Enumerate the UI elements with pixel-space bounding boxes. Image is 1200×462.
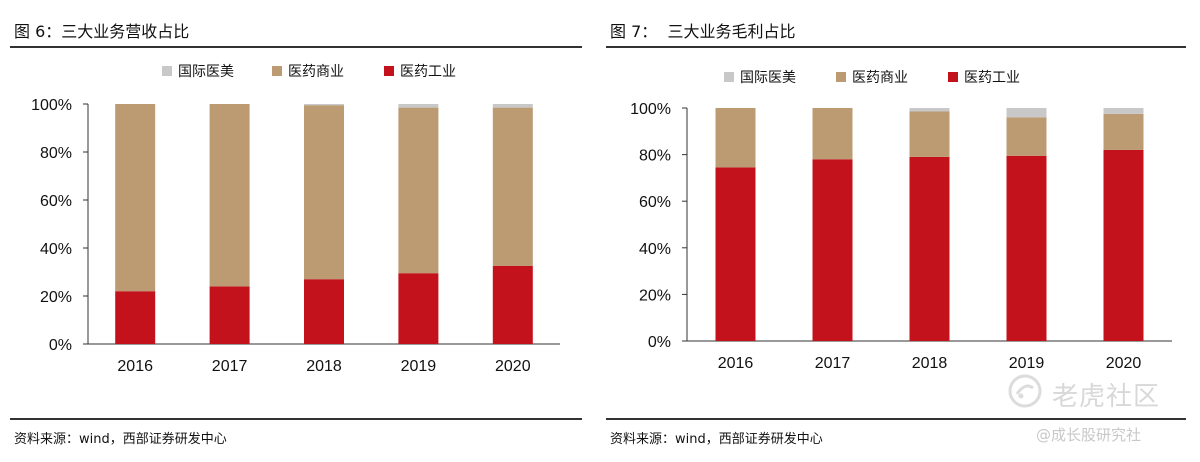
x-tick-label: 2020 [495, 358, 531, 375]
bar-segment-2020 [1103, 113, 1144, 150]
bar-segment-2017 [209, 104, 250, 287]
legend-swatch [948, 72, 958, 82]
x-tick-label: 2016 [117, 358, 153, 375]
y-tick-label: 20% [639, 287, 671, 304]
x-tick-label: 2020 [1106, 355, 1142, 372]
x-tick-label: 2017 [212, 358, 248, 375]
x-tick-label: 2017 [815, 355, 851, 372]
figure-title: 图 7： 三大业务毛利占比 [610, 22, 796, 41]
y-tick-label: 60% [40, 193, 72, 210]
source-note: 资料来源：wind，西部证券研发中心 [14, 432, 227, 447]
y-tick-label: 100% [630, 101, 671, 118]
legend-label: 医药工业 [400, 64, 456, 80]
bottom-rule [606, 418, 1186, 420]
x-tick-label: 2018 [912, 355, 948, 372]
bar-segment-2016 [715, 167, 756, 341]
bar-segment-2019 [1006, 108, 1047, 118]
top-rule [606, 46, 1186, 48]
gross-profit-share-chart: 0% 20% 40% 60% 80% 100% 2016 2017 2018 2019 2020 国际… [630, 70, 1172, 372]
bar-segment-2018 [304, 279, 344, 344]
revenue-share-chart: 0% 20% 40% 60% 80% 100% 2016 2017 2018 2019 2020 国际… [31, 64, 560, 375]
bar-segment-2016 [115, 291, 156, 344]
legend-label: 医药工业 [964, 70, 1020, 86]
source-note: 资料来源：wind，西部证券研发中心 [610, 432, 823, 447]
tiger-logo-icon [1008, 374, 1042, 408]
watermark: 老虎社区 [1008, 374, 1188, 412]
legend-label: 国际医美 [740, 70, 796, 86]
y-tick-label: 20% [40, 289, 72, 306]
legend-label: 医药商业 [288, 64, 344, 80]
y-tick-label: 40% [639, 241, 671, 258]
y-tick-label: 100% [31, 97, 72, 114]
y-tick-label: 0% [648, 334, 671, 351]
legend-label: 医药商业 [852, 70, 908, 86]
bar-segment-2017 [812, 108, 853, 160]
bar-segment-2017 [209, 286, 250, 344]
bar-segment-2016 [715, 108, 756, 168]
bar-segment-2019 [398, 104, 439, 108]
bar-segment-2018 [909, 156, 950, 341]
top-rule [10, 46, 582, 48]
bar-segment-2019 [1006, 155, 1047, 341]
bar-segment-2020 [492, 266, 533, 344]
y-tick-label: 40% [40, 241, 72, 258]
legend-swatch [162, 66, 172, 76]
bar-segment-2020 [492, 107, 533, 266]
bar-segment-2016 [115, 104, 156, 292]
bar-segment-2018 [304, 105, 344, 280]
watermark-text: 老虎社区 [1052, 382, 1161, 412]
bar-segment-2019 [398, 273, 439, 344]
x-tick-label: 2016 [718, 355, 754, 372]
legend-swatch [272, 66, 282, 76]
y-tick-label: 0% [49, 337, 72, 354]
bottom-rule [10, 418, 582, 420]
bar-segment-2019 [398, 107, 439, 274]
legend-swatch [724, 72, 734, 82]
revenue-share-panel: 图 6：三大业务营收占比 0% 20% 40% 60% 80% 100% 2016 2017 2… [0, 0, 590, 462]
legend-label: 国际医美 [178, 64, 234, 80]
figure-title: 图 6：三大业务营收占比 [14, 22, 190, 41]
bar-segment-2017 [812, 159, 853, 341]
gross-profit-share-panel: 图 7： 三大业务毛利占比 0% 20% 40% 60% 80% 100% 2016 2017… [600, 0, 1200, 462]
y-tick-label: 60% [639, 194, 671, 211]
legend-swatch [836, 72, 846, 82]
bar-segment-2020 [1103, 149, 1144, 341]
x-tick-label: 2019 [401, 358, 437, 375]
watermark-credit: @成长股研究社 [1036, 426, 1142, 444]
bar-segment-2020 [1103, 108, 1144, 114]
bar-segment-2018 [909, 108, 950, 112]
bar-segment-2018 [909, 111, 950, 157]
bar-segment-2018 [304, 104, 344, 106]
bar-segment-2020 [492, 104, 533, 108]
y-tick-label: 80% [40, 145, 72, 162]
x-tick-label: 2019 [1009, 355, 1045, 372]
x-tick-label: 2018 [306, 358, 342, 375]
y-tick-label: 80% [639, 148, 671, 165]
bar-segment-2019 [1006, 117, 1047, 156]
legend-swatch [384, 66, 394, 76]
